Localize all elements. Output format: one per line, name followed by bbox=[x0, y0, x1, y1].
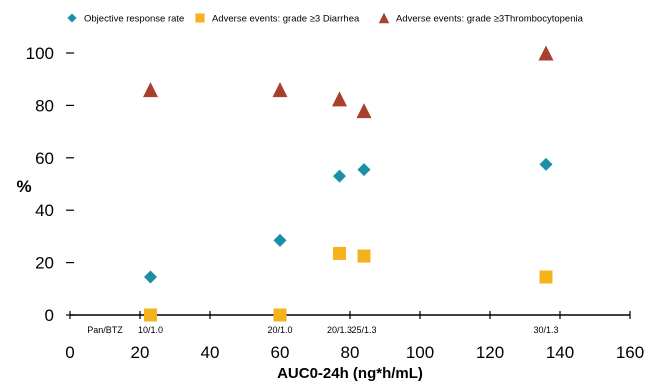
data-point-series-0 bbox=[539, 157, 553, 171]
dose-annotations: Pan/BTZ 10/1.0 20/1.0 20/1.3 25/1.3 30/1.3 bbox=[87, 325, 558, 335]
data-point-series-1 bbox=[333, 246, 346, 260]
legend-marker-series-1 bbox=[195, 13, 205, 23]
dose-label: 20/1.0 bbox=[267, 325, 292, 335]
y-tick-label: 40 bbox=[35, 201, 54, 220]
dose-label: Pan/BTZ bbox=[87, 325, 123, 335]
x-tick-label: 80 bbox=[341, 343, 360, 362]
y-tick-label: 100 bbox=[26, 44, 54, 63]
x-tick-label: 60 bbox=[271, 343, 290, 362]
dose-label: 20/1.3 bbox=[327, 325, 352, 335]
data-point-series-1 bbox=[357, 249, 371, 263]
legend: Objective response rate Adverse events: g… bbox=[67, 12, 584, 25]
x-axis-title: AUC0-24h (ng*h/mL) bbox=[277, 365, 423, 382]
dose-label: 10/1.0 bbox=[138, 325, 163, 335]
x-tick-label: 120 bbox=[476, 343, 504, 362]
y-axis-title: % bbox=[16, 177, 31, 196]
data-point-series-1 bbox=[273, 308, 287, 322]
data-point-series-2 bbox=[356, 103, 372, 119]
data-point-series-1 bbox=[144, 308, 157, 322]
x-tick-label: 100 bbox=[406, 343, 434, 362]
axes: 0 20 40 60 80 100 120 140 160 0 20 40 60 80 100 AUC0-24… bbox=[16, 44, 644, 382]
data-points bbox=[143, 45, 554, 322]
dose-label: 30/1.3 bbox=[533, 325, 558, 335]
y-tick-label: 20 bbox=[35, 254, 54, 273]
y-tick-label: 0 bbox=[45, 306, 54, 325]
data-point-series-2 bbox=[272, 82, 288, 98]
legend-marker-series-0 bbox=[67, 13, 77, 23]
x-tick-label: 0 bbox=[65, 343, 74, 362]
data-point-series-0 bbox=[273, 233, 287, 247]
y-tick-label: 80 bbox=[35, 96, 54, 115]
legend-label: Objective response rate bbox=[84, 14, 184, 25]
data-point-series-2 bbox=[143, 82, 158, 98]
data-point-series-0 bbox=[144, 270, 157, 284]
x-tick-label: 140 bbox=[546, 343, 574, 362]
data-point-series-0 bbox=[357, 163, 371, 177]
data-point-series-2 bbox=[538, 45, 554, 61]
x-tick-label: 20 bbox=[131, 343, 150, 362]
data-point-series-0 bbox=[333, 169, 346, 183]
x-tick-label: 160 bbox=[616, 343, 644, 362]
legend-label: Adverse events: grade ≥3Thrombocytopenia bbox=[396, 14, 584, 25]
data-point-series-1 bbox=[539, 270, 553, 284]
data-point-series-2 bbox=[332, 91, 347, 107]
legend-label: Adverse events: grade ≥3 Diarrhea bbox=[212, 14, 360, 25]
y-tick-label: 60 bbox=[35, 149, 54, 168]
legend-marker-series-2 bbox=[378, 12, 390, 24]
dose-label: 25/1.3 bbox=[351, 325, 376, 335]
x-tick-label: 40 bbox=[201, 343, 220, 362]
